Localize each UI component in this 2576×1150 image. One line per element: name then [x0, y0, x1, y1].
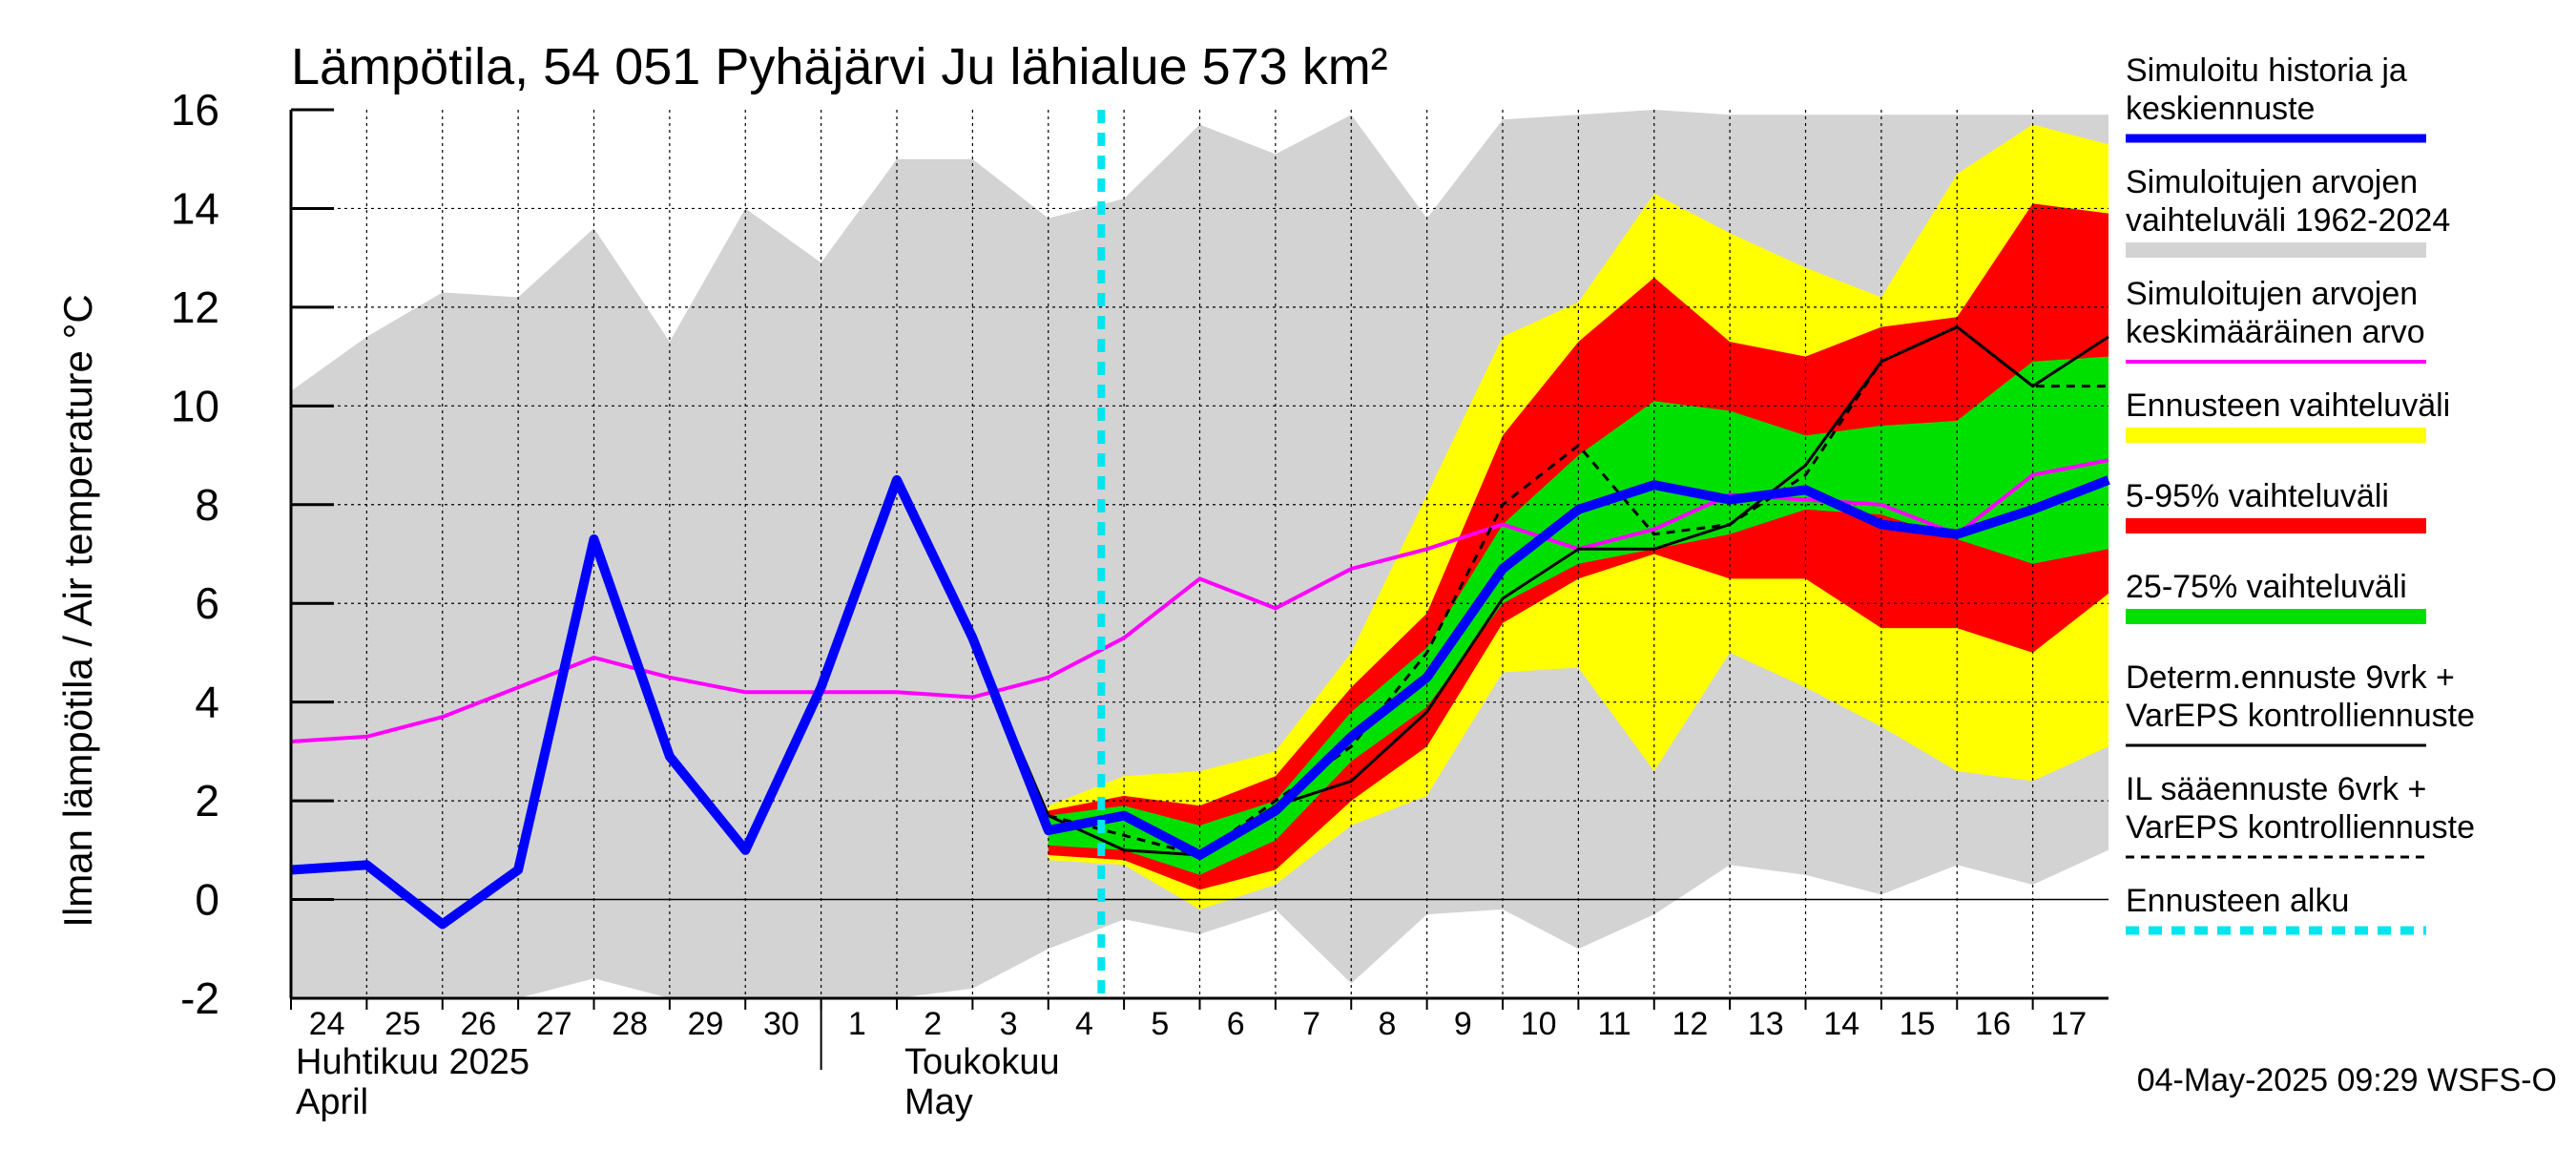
x-tick-label: 4 — [1075, 1006, 1093, 1042]
legend-item: Ennusteen vaihteluväli — [2126, 387, 2450, 443]
legend-item: 5-95% vaihteluväli — [2126, 478, 2426, 533]
legend-item-label: Simuloitu historia ja — [2126, 52, 2407, 89]
x-tick-label: 11 — [1597, 1006, 1631, 1042]
y-tick-label: 4 — [195, 678, 219, 727]
legend-item-label: Simuloitujen arvojen — [2126, 164, 2418, 200]
x-tick-label: 13 — [1748, 1006, 1784, 1042]
legend-item-label: Determ.ennuste 9vrk + — [2126, 659, 2455, 696]
x-tick-label: 29 — [688, 1006, 724, 1042]
series-lines — [290, 324, 2110, 930]
legend-item: 25-75% vaihteluväli — [2126, 569, 2426, 624]
determ-forecast-line — [895, 324, 2109, 857]
x-tick-label: 26 — [461, 1006, 497, 1042]
legend: Simuloitu historia jakeskiennusteSimuloi… — [2126, 52, 2475, 935]
legend-item-label: 5-95% vaihteluväli — [2126, 478, 2389, 514]
legend-item: IL sääennuste 6vrk + VarEPS kontrollienn… — [2126, 771, 2475, 859]
legend-item-label: keskimääräinen arvo — [2126, 314, 2425, 350]
x-tick-label: 24 — [309, 1006, 345, 1042]
y-tick-label: 6 — [195, 578, 219, 628]
legend-item-label: Ennusteen alku — [2126, 883, 2349, 919]
x-tick-label: 28 — [612, 1006, 648, 1042]
legend-item-label: keskiennuste — [2126, 91, 2315, 127]
legend-item-label: vaihteluväli 1962-2024 — [2126, 202, 2450, 239]
x-tick-label: 6 — [1227, 1006, 1245, 1042]
month-label-en: April — [296, 1082, 368, 1122]
month-label-fi: Toukokuu — [904, 1042, 1060, 1082]
x-tick-label: 15 — [1900, 1006, 1936, 1042]
y-tick-label: -2 — [180, 973, 219, 1023]
y-tick-label: 14 — [171, 183, 219, 233]
legend-item-label: Simuloitujen arvojen — [2126, 276, 2418, 312]
x-tick-label: 10 — [1521, 1006, 1557, 1042]
timestamp: 04-May-2025 09:29 WSFS-O — [2137, 1062, 2557, 1098]
x-tick-label: 1 — [848, 1006, 866, 1042]
y-tick-label: 8 — [195, 480, 219, 530]
legend-item-label: VarEPS kontrolliennuste — [2126, 809, 2475, 846]
x-tick-label: 30 — [763, 1006, 800, 1042]
y-tick-label: 10 — [171, 381, 219, 430]
x-tick-label: 8 — [1378, 1006, 1396, 1042]
x-tick-label: 3 — [1000, 1006, 1018, 1042]
x-tick-label: 27 — [536, 1006, 572, 1042]
x-tick-label: 16 — [1975, 1006, 2011, 1042]
x-tick-label: 25 — [384, 1006, 421, 1042]
x-tick-label: 14 — [1823, 1006, 1859, 1042]
p25-75-band — [1048, 356, 2109, 875]
legend-item: Determ.ennuste 9vrk +VarEPS kontrollienn… — [2126, 659, 2475, 747]
x-tick-label: 2 — [924, 1006, 942, 1042]
chart-title: Lämpötila, 54 051 Pyhäjärvi Ju lähialue … — [291, 38, 1388, 95]
x-tick-label: 7 — [1302, 1006, 1320, 1042]
y-tick-label: 2 — [195, 776, 219, 826]
y-tick-label: 0 — [195, 875, 219, 925]
grid — [291, 110, 2109, 998]
month-label-fi: Huhtikuu 2025 — [296, 1042, 530, 1082]
x-tick-label: 17 — [2050, 1006, 2087, 1042]
y-axis-label: Ilman lämpötila / Air temperature °C — [55, 294, 100, 927]
mean-line — [290, 458, 2109, 743]
x-tick-label: 5 — [1151, 1006, 1169, 1042]
legend-item-label: Ennusteen vaihteluväli — [2126, 387, 2450, 424]
legend-item: Ennusteen alku — [2126, 883, 2426, 935]
median-line — [290, 474, 2110, 930]
legend-item-label: IL sääennuste 6vrk + — [2126, 771, 2426, 807]
x-tick-label: 9 — [1454, 1006, 1472, 1042]
y-tick-label: 16 — [171, 85, 219, 135]
y-tick-label: 12 — [171, 282, 219, 332]
legend-item-label: 25-75% vaihteluväli — [2126, 569, 2407, 605]
legend-item-label: VarEPS kontrolliennuste — [2126, 698, 2475, 734]
x-tick-label: 12 — [1672, 1006, 1709, 1042]
month-label-en: May — [904, 1082, 973, 1122]
